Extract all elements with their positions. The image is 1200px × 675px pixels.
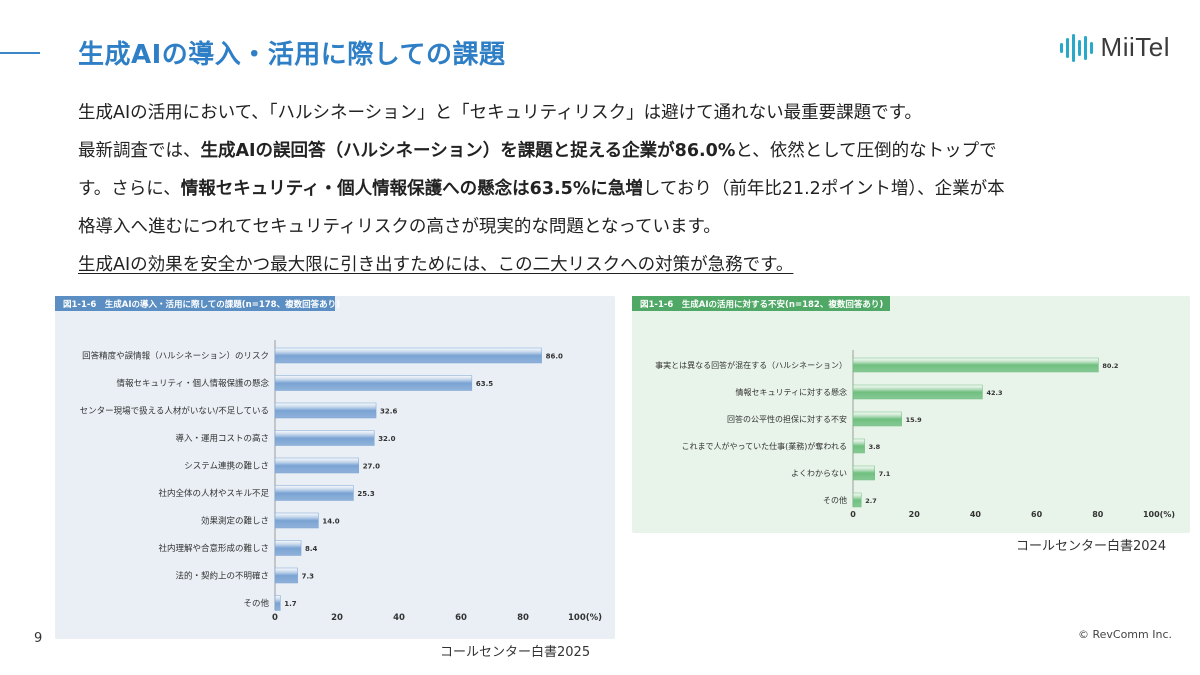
bar [852,357,1099,373]
bar [274,430,375,446]
body-paragraph-1: 生成AIの活用において、「ハルシネーション」と「セキュリティリスク」は避けて通れ… [78,103,922,123]
title-accent-line [0,52,40,54]
body-paragraph-4: 格導入へ進むにつれてセキュリティリスクの高さが現実的な問題となっています。 [78,217,721,237]
category-label: 情報セキュリティ・個人情報保護の懸念 [117,378,270,389]
x-tick-label: 100(%) [568,613,602,623]
category-label: 効果測定の難しさ [201,516,269,527]
x-tick-label: 60 [1031,510,1043,519]
bar [852,411,902,427]
miitel-logo: MiiTel [1059,32,1170,63]
chart-2024-source: コールセンター白書2024 [1016,539,1167,554]
bar [274,540,302,556]
page-number: 9 [34,631,43,646]
bar [274,567,298,584]
copyright: © RevComm Inc. [1077,628,1172,641]
category-label: その他 [823,495,847,505]
x-tick-label: 100(%) [1143,510,1175,519]
body-paragraph-2: 最新調査では、生成AIの誤回答（ハルシネーション）を課題と捉える企業が86.0%… [78,141,997,161]
body-conclusion: 生成AIの効果を安全かつ最大限に引き出すためには、この二大リスクへの対策が急務で… [78,255,794,275]
x-tick-label: 40 [970,510,982,519]
chart-2024-title: 図1-1-6 生成AIの活用に対する不安(n=182、複数回答あり) [632,296,890,311]
value-label: 2.7 [865,497,877,505]
category-label: システム連携の難しさ [184,461,269,472]
bar [274,375,473,391]
category-label: 回答の公平性の担保に対する不安 [727,414,847,424]
chart-2024-plot: 事実とは異なる回答が混在する（ハルシネーション） 80.2 情報セキュリティに対する… [655,350,1175,519]
x-tick-label: 40 [393,613,405,623]
x-tick-label: 20 [909,510,921,519]
category-label: 導入・運用コストの高さ [175,433,269,444]
chart-2025-plot: 回答精度や誤情報（ハルシネーション）のリスク 86.0 情報セキュリティ・個人情報保… [80,340,602,623]
x-tick-label: 0 [272,613,278,623]
chart-2025-title: 図1-1-6 生成AIの導入・活用に際しての課題(n=178、複数回答あり) [55,296,340,311]
bar [852,438,865,454]
bar [852,465,875,481]
value-label: 25.3 [357,490,374,498]
category-label: その他 [243,598,269,609]
chart-2025: 図1-1-6 生成AIの導入・活用に際しての課題(n=178、複数回答あり) 回… [55,296,615,639]
bar [274,402,377,419]
x-tick-label: 20 [331,613,343,623]
body-paragraph-3: す。さらに、情報セキュリティ・個人情報保護への懸念は63.5%に急増しており（前… [78,179,1005,199]
body-text: 生成AIの活用において、「ハルシネーション」と「セキュリティリスク」は避けて通れ… [78,94,1158,284]
value-label: 3.8 [869,443,881,451]
x-tick-label: 80 [1092,510,1104,519]
value-label: 27.0 [363,463,380,471]
bar [274,457,359,474]
x-tick-label: 0 [850,510,856,519]
bar [852,384,983,400]
category-label: 情報セキュリティに対する懸念 [735,387,847,397]
x-tick-label: 60 [455,613,467,623]
logo-text: MiiTel [1100,32,1170,62]
value-label: 8.4 [305,545,318,553]
value-label: 1.7 [284,600,297,608]
bar [274,595,281,611]
bar [274,347,542,364]
chart-2024: 図1-1-6 生成AIの活用に対する不安(n=182、複数回答あり) 事実とは異… [632,296,1190,533]
value-label: 14.0 [322,518,339,526]
value-label: 63.5 [476,380,493,388]
category-label: 社内全体の人材やスキル不足 [158,488,269,499]
value-label: 32.0 [378,435,395,443]
highlight-hallucination: 生成AIの誤回答（ハルシネーション）を課題と捉える企業が86.0% [200,141,736,161]
chart-2025-source: コールセンター白書2025 [440,645,591,660]
value-label: 15.9 [906,416,923,424]
category-label: 社内理解や合意形成の難しさ [158,543,269,554]
category-label: よくわからない [791,469,847,478]
category-label: これまで人がやっていた仕事(業務)が奪われる [682,441,847,451]
category-label: 回答精度や誤情報（ハルシネーション）のリスク [82,351,269,362]
bar [274,485,354,501]
bar [852,492,862,508]
value-label: 7.1 [879,470,891,478]
value-label: 86.0 [546,353,563,361]
bar [274,512,319,529]
category-label: 事実とは異なる回答が混在する（ハルシネーション） [655,360,847,370]
value-label: 42.3 [986,389,1002,397]
category-label: センター現場で扱える人材がいない/不足している [80,406,269,417]
category-label: 法的・契約上の不明確さ [175,571,269,582]
sound-wave-icon [1059,33,1093,63]
x-tick-label: 80 [517,613,529,623]
value-label: 80.2 [1102,362,1118,370]
highlight-security: 情報セキュリティ・個人情報保護への懸念は63.5%に急増 [180,179,643,199]
value-label: 7.3 [302,573,315,581]
value-label: 32.6 [380,408,397,416]
page-title: 生成AIの導入・活用に際しての課題 [78,40,506,70]
